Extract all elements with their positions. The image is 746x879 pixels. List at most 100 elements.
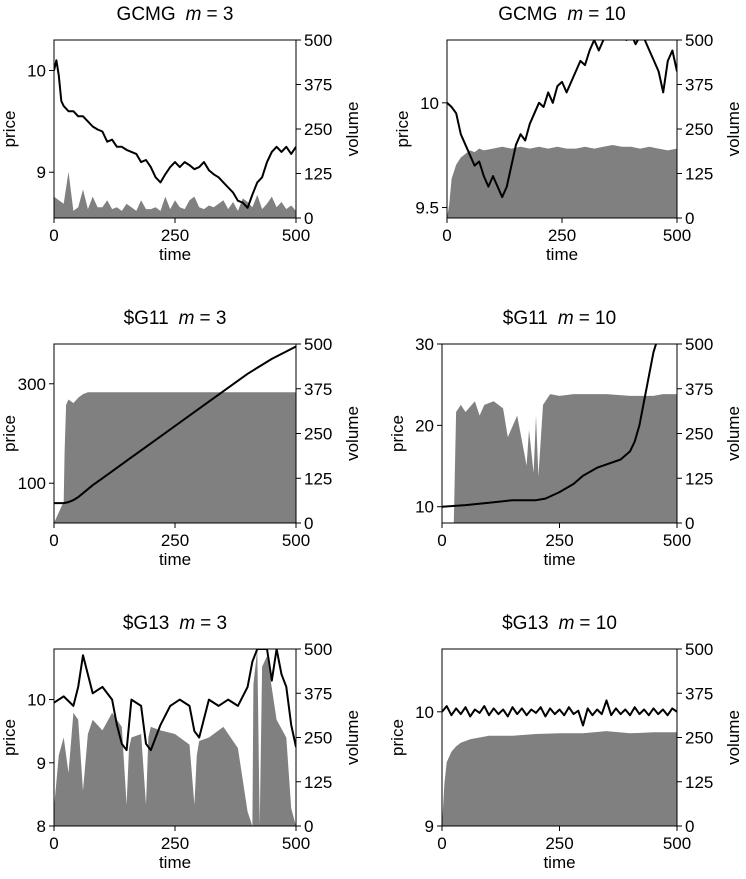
x-axis-label: time bbox=[543, 853, 575, 872]
y2-axis-label: volume bbox=[724, 710, 743, 765]
y2-tick-label: 250 bbox=[685, 120, 713, 139]
y-tick-label: 10 bbox=[27, 691, 46, 710]
y2-tick-label: 250 bbox=[685, 729, 713, 748]
plot-area bbox=[54, 649, 296, 826]
y2-tick-label: 0 bbox=[685, 209, 694, 228]
title-m: m bbox=[179, 613, 195, 634]
plot-area bbox=[442, 699, 677, 826]
title-m: m bbox=[567, 4, 583, 25]
y2-tick-label: 375 bbox=[685, 380, 713, 399]
y-tick-label: 9 bbox=[37, 754, 46, 773]
y2-axis-label: volume bbox=[343, 710, 362, 765]
title-base: $G11 bbox=[124, 308, 169, 329]
y-tick-label: 10 bbox=[415, 498, 434, 517]
title-base: $G13 bbox=[123, 613, 169, 634]
y-axis-label: price bbox=[0, 415, 19, 452]
panel-title: GCMG m = 10 bbox=[498, 4, 625, 25]
y2-tick-label: 500 bbox=[685, 31, 713, 50]
title-m: m bbox=[558, 308, 574, 329]
y-axis-label: price bbox=[393, 111, 412, 148]
price-line bbox=[442, 344, 658, 508]
x-tick-label: 0 bbox=[49, 531, 58, 550]
y-tick-label: 8 bbox=[37, 817, 46, 836]
price-line bbox=[54, 649, 296, 752]
title-m: m bbox=[179, 308, 195, 329]
x-tick-label: 0 bbox=[442, 226, 451, 245]
y2-tick-label: 250 bbox=[304, 729, 332, 748]
panel-gcmg-m3: GCMG m = 3 0 250 500 9 10 0 125 250 375 500 time price… bbox=[0, 4, 362, 264]
title-base: GCMG bbox=[117, 4, 176, 25]
title-base: GCMG bbox=[498, 4, 557, 25]
y2-tick-label: 125 bbox=[304, 773, 332, 792]
title-m-value: = 3 bbox=[206, 4, 233, 25]
y-axis-label: price bbox=[0, 719, 19, 756]
y2-tick-label: 500 bbox=[304, 335, 332, 354]
price-line bbox=[442, 699, 677, 727]
y2-tick-label: 500 bbox=[304, 640, 332, 659]
y-tick-label: 100 bbox=[18, 474, 46, 493]
volume-area bbox=[447, 145, 677, 218]
title-m-value: = 10 bbox=[588, 4, 626, 25]
panel-g13-m10: $G13 m = 10 0 250 500 9 10 0 125 250 375 500 time pric… bbox=[388, 613, 743, 872]
panel-title: $G11 m = 10 bbox=[503, 308, 616, 329]
plot-area bbox=[447, 40, 677, 218]
panel-gcmg-m10: GCMG m = 10 0 250 500 9.5 10 0 125 250 375 500 time pr… bbox=[393, 4, 743, 264]
y2-tick-label: 0 bbox=[685, 514, 694, 533]
y-tick-label: 9 bbox=[425, 817, 434, 836]
x-tick-label: 250 bbox=[161, 226, 189, 245]
y2-tick-label: 375 bbox=[304, 684, 332, 703]
x-tick-label: 0 bbox=[49, 226, 58, 245]
plot-area bbox=[54, 59, 296, 218]
axes-frame bbox=[53, 39, 297, 219]
y2-tick-label: 250 bbox=[685, 425, 713, 444]
volume-area bbox=[54, 649, 296, 826]
x-tick-label: 500 bbox=[663, 834, 691, 853]
y2-axis-label: volume bbox=[343, 102, 362, 157]
y2-tick-label: 125 bbox=[685, 469, 713, 488]
y-tick-label: 30 bbox=[415, 335, 434, 354]
y2-tick-label: 500 bbox=[685, 335, 713, 354]
title-base: $G11 bbox=[503, 308, 548, 329]
panel-title: $G13 m = 10 bbox=[502, 613, 617, 634]
y-tick-label: 10 bbox=[415, 703, 434, 722]
y-tick-label: 10 bbox=[27, 62, 46, 81]
x-axis-label: time bbox=[546, 245, 578, 264]
title-m-value: = 3 bbox=[200, 613, 227, 634]
panel-g11-m10: $G11 m = 10 0 250 500 10 20 30 0 125 250 375 500 time p… bbox=[388, 308, 743, 569]
y-tick-label: 9.5 bbox=[415, 199, 439, 218]
title-m-value: = 10 bbox=[579, 308, 617, 329]
y2-tick-label: 375 bbox=[685, 684, 713, 703]
x-axis-label: time bbox=[159, 245, 191, 264]
x-tick-label: 250 bbox=[161, 531, 189, 550]
price-line bbox=[54, 345, 296, 505]
x-tick-label: 250 bbox=[161, 834, 189, 853]
panel-g13-m3: $G13 m = 3 0 250 500 8 9 10 0 125 250 375 500 time pric… bbox=[0, 613, 362, 872]
y2-tick-label: 250 bbox=[304, 120, 332, 139]
x-tick-label: 500 bbox=[663, 531, 691, 550]
price-line bbox=[54, 59, 296, 209]
y-axis-label: price bbox=[388, 415, 407, 452]
y-axis-label: price bbox=[388, 719, 407, 756]
y2-tick-label: 375 bbox=[304, 380, 332, 399]
y2-tick-label: 500 bbox=[304, 31, 332, 50]
x-tick-label: 250 bbox=[548, 226, 576, 245]
volume-area bbox=[442, 731, 677, 826]
x-tick-label: 500 bbox=[282, 531, 310, 550]
x-tick-label: 250 bbox=[545, 531, 573, 550]
title-base: $G13 bbox=[502, 613, 548, 634]
y-axis-label: price bbox=[0, 111, 19, 148]
y2-axis-label: volume bbox=[343, 406, 362, 461]
x-tick-label: 250 bbox=[545, 834, 573, 853]
panel-title: $G13 m = 3 bbox=[123, 613, 227, 634]
y2-tick-label: 125 bbox=[685, 773, 713, 792]
price-line bbox=[447, 40, 677, 199]
panel-title: GCMG m = 3 bbox=[117, 4, 234, 25]
panel-g11-m3: $G11 m = 3 0 250 500 100 300 0 125 250 375 500 time pr… bbox=[0, 308, 362, 569]
title-m-value: = 10 bbox=[579, 613, 617, 634]
panel-title: $G11 m = 3 bbox=[124, 308, 227, 329]
y2-tick-label: 375 bbox=[304, 76, 332, 95]
x-axis-label: time bbox=[159, 853, 191, 872]
y2-tick-label: 125 bbox=[304, 469, 332, 488]
x-tick-label: 500 bbox=[663, 226, 691, 245]
